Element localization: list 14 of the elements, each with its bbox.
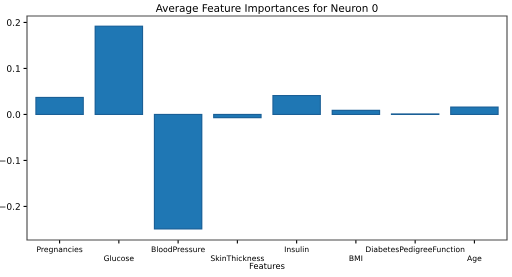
bar <box>154 114 202 230</box>
bar <box>213 114 262 118</box>
bar <box>272 95 321 115</box>
y-tick-label: −0.1 <box>0 157 20 164</box>
y-tick-label: 0.1 <box>6 65 20 72</box>
bar <box>94 26 144 115</box>
y-tick-label: 0.0 <box>6 111 20 118</box>
y-tick-label: −0.2 <box>0 203 20 210</box>
y-tick-label: 0.2 <box>6 19 20 26</box>
bar <box>35 96 84 115</box>
bar <box>332 110 380 115</box>
bar <box>450 106 499 115</box>
x-axis-title: Features <box>250 262 285 270</box>
chart-title: Average Feature Importances for Neuron 0 <box>156 4 378 14</box>
